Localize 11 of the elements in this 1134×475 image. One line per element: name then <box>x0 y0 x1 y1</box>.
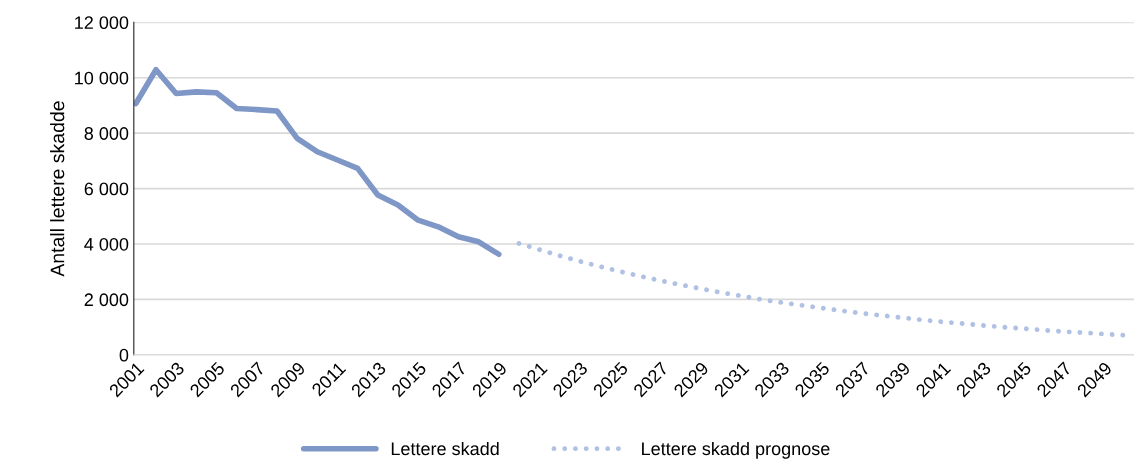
y-tick-label: 12 000 <box>75 16 129 30</box>
legend-label: Lettere skadd <box>391 441 499 456</box>
y-tick-label: 10 000 <box>75 71 129 85</box>
y-axis-title: Antall lettere skadde <box>50 101 65 277</box>
line-series <box>516 241 1127 338</box>
y-tick-label: 8 000 <box>84 127 129 140</box>
y-tick-label: 0 <box>119 348 129 362</box>
legend-label: Lettere skadd prognose <box>642 441 830 459</box>
y-tick-label: 2 000 <box>84 293 129 307</box>
y-tick-label: 6 000 <box>84 182 129 196</box>
y-tick-label: 4 000 <box>84 237 129 251</box>
